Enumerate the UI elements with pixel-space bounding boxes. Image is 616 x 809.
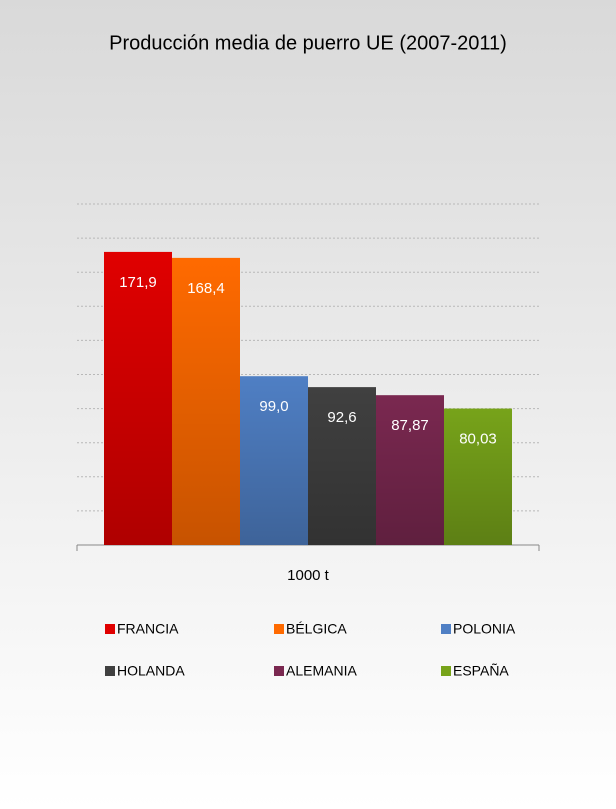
bar-shade (376, 395, 444, 545)
legend-label: POLONIA (453, 621, 516, 637)
value-label: 87,87 (391, 417, 429, 434)
legend-swatch (274, 666, 284, 676)
x-tick-label: 1000 t (287, 567, 330, 584)
legend-label: ESPAÑA (453, 663, 509, 679)
legend-swatch (441, 666, 451, 676)
legend-label: HOLANDA (117, 663, 185, 679)
legend-label: ALEMANIA (286, 663, 357, 679)
legend-label: BÉLGICA (286, 621, 347, 637)
legend-swatch (105, 666, 115, 676)
legend-label: FRANCIA (117, 621, 179, 637)
value-label: 80,03 (459, 431, 497, 448)
value-label: 168,4 (187, 280, 225, 297)
bar-shade (104, 251, 172, 545)
legend-swatch (105, 624, 115, 634)
bar-shade (444, 408, 512, 545)
value-label: 171,9 (119, 274, 157, 291)
legend-swatch (274, 624, 284, 634)
legend-swatch (441, 624, 451, 634)
chart-title: Producción media de puerro UE (2007-2011… (109, 32, 507, 54)
value-label: 92,6 (327, 409, 356, 426)
bar-shade (240, 376, 308, 545)
value-label: 99,0 (259, 398, 288, 415)
bar-shade (308, 387, 376, 545)
bar-shade (172, 257, 240, 545)
